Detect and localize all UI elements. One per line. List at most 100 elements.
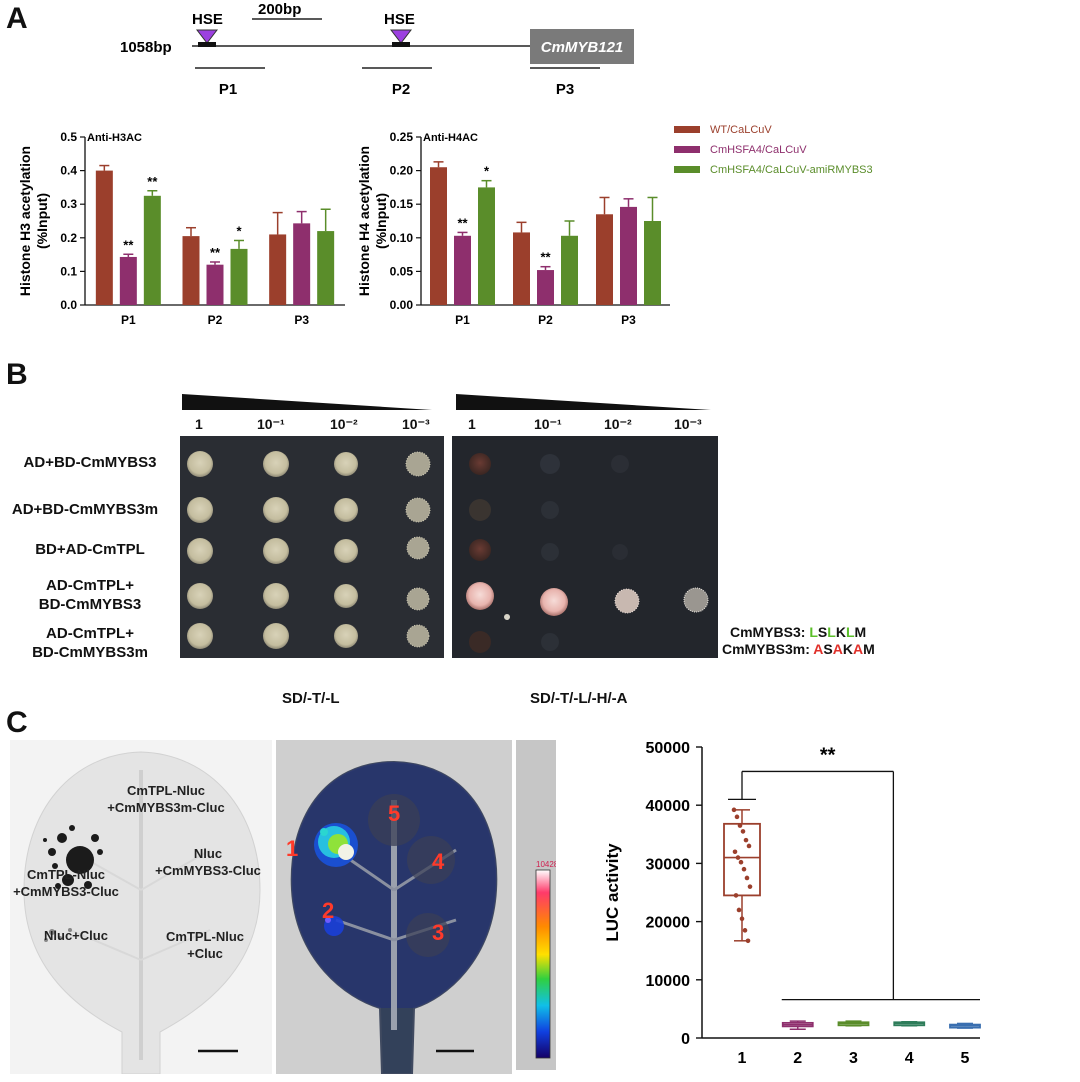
motif-residue: A (832, 641, 843, 657)
chart-title: Anti-H3AC (87, 132, 142, 144)
motif-wt-sequence: LSLKLM (809, 624, 866, 640)
significance-label: ** (820, 745, 836, 767)
h4-acetylation-chart: 0.00 0.05 0.10 0.15 0.20 0.25 Anti-H4AC Histone… (356, 130, 670, 327)
motif-residue: S (823, 641, 833, 657)
dilution-label-5: 1 (468, 416, 476, 432)
y-tick-label: 30000 (646, 856, 691, 873)
y-tick-label: 10000 (646, 973, 691, 990)
plate-sd-tlha (452, 436, 718, 658)
data-point (742, 928, 748, 933)
data-point (740, 829, 746, 834)
data-point (733, 893, 739, 898)
x-tick-label: P2 (538, 313, 553, 327)
h3-acetylation-chart: 0.0 0.1 0.2 0.3 0.4 0.5 Anti-H3AC Histone H3 ac… (17, 130, 345, 327)
bar (143, 195, 161, 305)
significance-label: ** (123, 237, 134, 252)
data-point (736, 907, 742, 913)
leaf-label-nluc-cmmybs3: Nluc +CmMYBS3-Cluc (155, 846, 261, 878)
y-tick-label: 0.1 (60, 264, 77, 278)
promoter-diagram: 1058bp 200bp HSE HSE CmMYB121 P1 P2 P3 (120, 1, 634, 98)
y-tick-label: 0.10 (390, 231, 414, 245)
promoter-length-label: 1058bp (120, 39, 172, 56)
y-tick-label: 0.25 (390, 130, 414, 144)
bar (537, 270, 554, 305)
motif-residue: L (809, 624, 818, 640)
spot-number-4: 4 (432, 849, 445, 874)
data-point (743, 837, 749, 843)
legend-label: CmHSFA4/CaLCuV (710, 144, 807, 156)
motif-residue: M (854, 624, 867, 640)
data-point (731, 807, 737, 813)
y2h-row-label-2: AD+BD-CmMYBS3m (11, 501, 159, 518)
significance-label: ** (457, 215, 468, 230)
gene-box (530, 29, 634, 64)
box (723, 822, 761, 897)
bar (454, 235, 471, 305)
y-tick-label: 0.0 (60, 298, 77, 312)
x-tick-label: P1 (455, 313, 470, 327)
bar (293, 223, 311, 305)
panel-label-a: A (6, 2, 28, 35)
y-tick-label: 0.5 (60, 130, 77, 144)
bar (95, 170, 113, 305)
bar (269, 234, 287, 305)
x-tick-label: 4 (905, 1050, 914, 1067)
significance-label: ** (147, 174, 158, 189)
colorbar-max-label: 10428 (536, 860, 556, 869)
spot-number-3: 3 (432, 920, 444, 945)
significance-label: * (484, 164, 490, 179)
leaf-photo-luminescence: 1 2 3 4 5 (276, 740, 512, 1074)
bar (561, 235, 578, 305)
chart-title: Anti-H4AC (423, 132, 478, 144)
luc-activity-boxplot: 0 10000 20000 30000 40000 50000 LUC activity 1 2… (603, 740, 981, 1067)
dilution-label-2: 10⁻¹ (257, 416, 285, 432)
legend-label: CmHSFA4/CaLCuV-amiRMYBS3 (710, 164, 873, 176)
spot-number-1: 1 (286, 836, 298, 861)
y-tick-label: 0.00 (390, 298, 414, 312)
leaf-label-cmtpl-cmmybs3m: CmTPL-Nluc +CmMYBS3m-Cluc (107, 783, 225, 815)
hse-box-2 (392, 42, 410, 47)
y-tick-label: 0.15 (390, 197, 414, 211)
y-tick-label: 0.20 (390, 164, 414, 178)
motif-residue: M (863, 641, 875, 657)
hse-label-1: HSE (192, 11, 223, 28)
dilution-label-4: 10⁻³ (402, 416, 430, 432)
motif-residue: S (817, 624, 828, 640)
y-tick-label: 0.4 (60, 164, 77, 178)
leaf-photo-brightfield (10, 740, 272, 1074)
motif-residue: L (827, 624, 836, 640)
y2h-row-label-4: AD-CmTPL+ BD-CmMYBS3 (38, 577, 142, 613)
region-label-p2: P2 (392, 81, 410, 98)
y-tick-label: 50000 (646, 740, 691, 757)
panel-label-b: B (6, 358, 28, 391)
x-tick-label: 5 (961, 1050, 970, 1067)
y-tick-label: 20000 (646, 915, 691, 932)
chart-legend: WT/CaLCuV CmHSFA4/CaLCuV CmHSFA4/CaLCuV-am… (674, 124, 873, 176)
medium-label-right: SD/-T/-L/-H/-A (530, 690, 628, 707)
bar (644, 221, 661, 305)
luminescence-colorbar: 10428 (516, 740, 556, 1070)
legend-swatch (674, 126, 700, 133)
bar (620, 206, 637, 305)
bar (182, 236, 200, 305)
region-label-p1: P1 (219, 81, 237, 98)
x-tick-label: P1 (121, 313, 136, 327)
y-axis-label: Histone H4 acetylation(%Input) (356, 146, 389, 296)
hse-triangle-1 (195, 29, 219, 44)
bar (317, 231, 335, 305)
leaf-label-cmtpl-cluc: CmTPL-Nluc +Cluc (166, 929, 244, 961)
bar (478, 187, 495, 305)
x-tick-label: P3 (294, 313, 309, 327)
y-axis-label: Histone H3 acetylation(%Input) (17, 146, 50, 296)
motif-wt: CmMYBS3: LSLKLM (730, 624, 867, 640)
bar (206, 264, 224, 305)
x-tick-label: 1 (738, 1050, 747, 1067)
bar (513, 232, 530, 305)
spot-number-2: 2 (322, 898, 334, 923)
motif-residue: K (835, 624, 846, 640)
scale-label: 200bp (258, 1, 301, 18)
data-point (739, 916, 745, 921)
y-tick-label: 0.2 (60, 231, 77, 245)
y-tick-label: 0.3 (60, 197, 77, 211)
hse-box-1 (198, 42, 216, 47)
